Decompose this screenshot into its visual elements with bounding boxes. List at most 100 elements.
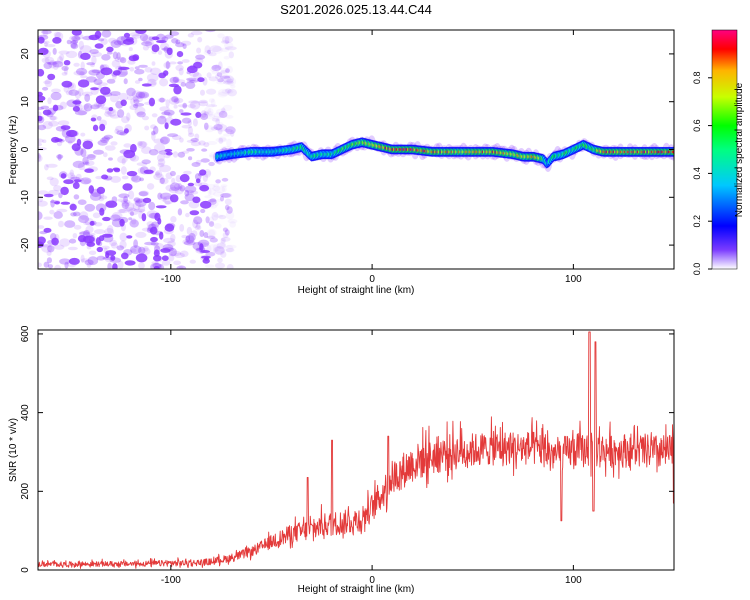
noise-blob bbox=[183, 240, 196, 246]
noise-blob bbox=[187, 126, 193, 135]
noise-blob bbox=[148, 212, 159, 219]
noise-blob bbox=[173, 97, 184, 104]
noise-blob bbox=[199, 169, 207, 176]
noise-blob bbox=[138, 64, 148, 68]
noise-blob bbox=[170, 233, 176, 242]
noise-blob bbox=[128, 55, 139, 62]
noise-blob bbox=[117, 198, 128, 202]
noise-blob bbox=[228, 51, 234, 59]
noise-blob bbox=[61, 124, 66, 132]
noise-blob bbox=[157, 162, 165, 168]
snr-series-line bbox=[38, 331, 674, 569]
noise-blob bbox=[129, 104, 138, 111]
noise-blob bbox=[200, 255, 209, 261]
noise-blob bbox=[149, 226, 158, 235]
noise-blob bbox=[82, 156, 89, 165]
noise-blob bbox=[71, 143, 81, 152]
noise-blob bbox=[70, 212, 77, 217]
noise-blob bbox=[157, 153, 165, 162]
noise-blob bbox=[186, 148, 195, 152]
noise-blob bbox=[44, 78, 53, 88]
noise-blob bbox=[178, 109, 184, 114]
noise-blob bbox=[174, 186, 184, 195]
noise-blob bbox=[158, 72, 167, 79]
noise-blob bbox=[211, 118, 220, 122]
noise-blob bbox=[79, 71, 85, 76]
noise-blob bbox=[131, 218, 137, 225]
spectrogram-y-label: Frequency (Hz) bbox=[8, 116, 19, 185]
noise-blob bbox=[97, 116, 102, 121]
noise-blob bbox=[146, 221, 154, 227]
noise-blob bbox=[88, 185, 95, 194]
noise-blob bbox=[96, 100, 105, 109]
colorbar-tick-label: 0.2 bbox=[692, 215, 702, 228]
noise-blob bbox=[119, 57, 127, 64]
noise-blob bbox=[204, 195, 213, 199]
noise-blob bbox=[113, 168, 121, 173]
noise-blob bbox=[49, 115, 58, 121]
noise-blob bbox=[179, 224, 185, 232]
noise-blob bbox=[88, 234, 96, 244]
noise-blob bbox=[170, 216, 177, 223]
noise-blob bbox=[53, 244, 65, 250]
noise-blob bbox=[203, 142, 210, 148]
noise-blob bbox=[164, 148, 173, 153]
noise-blob bbox=[89, 220, 95, 226]
noise-blob bbox=[96, 246, 104, 253]
noise-blob bbox=[94, 222, 103, 227]
noise-blob bbox=[137, 141, 147, 149]
noise-blob bbox=[221, 177, 229, 182]
x-tick-label: 0 bbox=[369, 575, 375, 586]
noise-blob bbox=[170, 118, 182, 126]
noise-blob bbox=[47, 73, 56, 81]
noise-blob bbox=[124, 202, 135, 211]
noise-blob bbox=[82, 35, 94, 41]
noise-blob bbox=[100, 67, 113, 76]
noise-blob bbox=[197, 36, 203, 43]
noise-blob bbox=[96, 186, 106, 194]
y-tick-label: 200 bbox=[20, 483, 31, 500]
noise-blob bbox=[211, 70, 219, 75]
noise-blob bbox=[175, 175, 182, 183]
noise-blob bbox=[168, 254, 175, 262]
noise-blob bbox=[205, 113, 216, 120]
noise-blob bbox=[200, 113, 209, 120]
noise-blob bbox=[42, 86, 49, 91]
noise-blob bbox=[61, 80, 73, 88]
noise-blob bbox=[38, 142, 43, 147]
noise-blob bbox=[169, 170, 176, 177]
noise-blob bbox=[132, 95, 139, 102]
colorbar-axes: 0.0 0.2 0.4 0.6 0.8 bbox=[692, 72, 712, 276]
noise-blob bbox=[54, 31, 64, 41]
noise-blob bbox=[38, 106, 45, 111]
noise-blob bbox=[208, 229, 216, 237]
colorbar-tick-label: 0.0 bbox=[692, 263, 702, 276]
noise-blob bbox=[38, 153, 42, 162]
noise-blob bbox=[163, 237, 176, 244]
noise-blob bbox=[146, 227, 154, 234]
noise-blob bbox=[196, 247, 202, 252]
noise-blob bbox=[58, 192, 63, 199]
noise-blob bbox=[66, 99, 78, 108]
noise-blob bbox=[141, 146, 152, 154]
noise-blob bbox=[58, 220, 64, 228]
noise-blob bbox=[194, 225, 202, 231]
noise-blob bbox=[184, 185, 197, 193]
noise-blob bbox=[101, 54, 111, 61]
noise-blob bbox=[166, 47, 173, 56]
noise-blob bbox=[110, 175, 122, 183]
noise-blob bbox=[117, 209, 129, 214]
noise-blob bbox=[172, 134, 182, 140]
noise-blob bbox=[226, 264, 234, 269]
noise-blob bbox=[120, 199, 131, 204]
noise-blob bbox=[217, 127, 223, 135]
noise-blob bbox=[203, 232, 209, 238]
noise-blob bbox=[50, 199, 55, 208]
noise-blob bbox=[221, 185, 227, 193]
noise-blob bbox=[116, 68, 128, 77]
noise-blob bbox=[118, 216, 129, 224]
noise-blob bbox=[41, 243, 53, 253]
noise-blob bbox=[98, 195, 108, 200]
noise-blob bbox=[181, 150, 190, 154]
noise-blob bbox=[56, 154, 64, 159]
